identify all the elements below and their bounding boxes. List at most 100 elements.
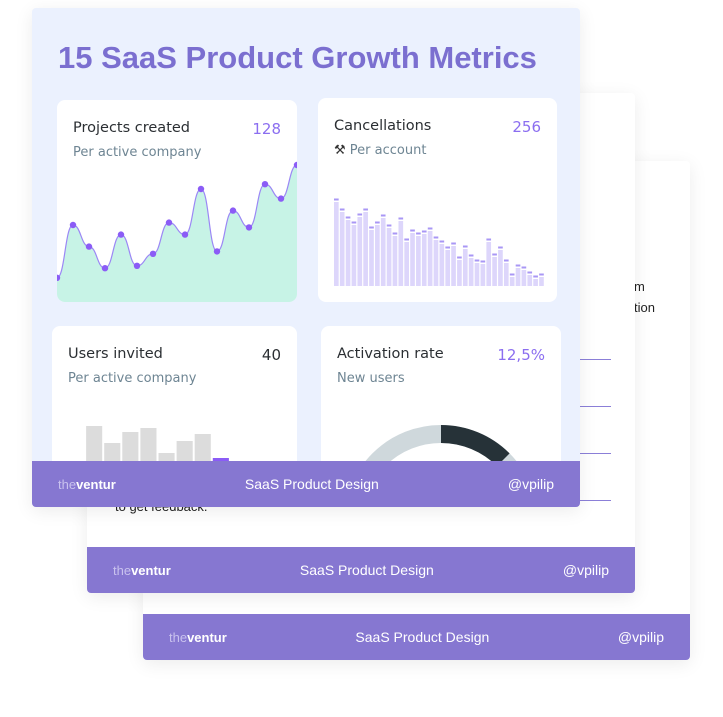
bar — [357, 217, 363, 286]
bar — [457, 260, 462, 286]
divider — [580, 359, 611, 360]
divider — [580, 406, 611, 407]
bar-cap — [416, 232, 421, 235]
footer: theventur SaaS Product Design @vpilip — [143, 614, 690, 660]
data-point — [229, 207, 237, 214]
card-value: 12,5% — [497, 346, 545, 364]
bar-cap — [486, 238, 492, 241]
bar-cap — [369, 226, 374, 229]
bar — [445, 250, 451, 286]
bar-cap — [527, 271, 533, 274]
data-point — [69, 221, 77, 229]
bar — [363, 212, 368, 286]
bar — [339, 212, 345, 286]
bar — [439, 244, 445, 286]
data-point — [133, 262, 141, 269]
logo: theventur — [169, 629, 227, 645]
bar-cap — [421, 230, 427, 233]
card-value: 40 — [261, 346, 281, 364]
footer-title: SaaS Product Design — [299, 562, 434, 578]
bar-cap — [474, 259, 480, 262]
series-line — [57, 164, 297, 279]
bar — [345, 220, 351, 286]
bar — [351, 225, 357, 286]
footer: theventur SaaS Product Design @vpilip — [32, 461, 580, 507]
data-point — [261, 181, 269, 188]
metric-card-cancellations: Cancellations 256 ⚒ Per account — [318, 98, 557, 302]
bar-cap — [433, 236, 439, 239]
page-title: 15 SaaS Product Growth Metrics — [58, 40, 537, 75]
card-title: Activation rate — [337, 346, 444, 362]
bar — [392, 236, 398, 286]
front-sheet: 15 SaaS Product Growth Metrics Projects … — [32, 8, 580, 507]
logo: theventur — [58, 476, 116, 492]
data-point — [149, 250, 157, 257]
bar — [410, 233, 415, 286]
bar-cap — [533, 275, 538, 278]
bar — [533, 279, 538, 286]
bar — [468, 258, 474, 286]
bar-cap — [457, 256, 462, 259]
bar — [398, 221, 404, 286]
metric-card-projects: Projects created 128 Per active company — [57, 100, 297, 302]
bar-cap — [351, 221, 357, 224]
data-point — [165, 219, 173, 226]
data-point — [197, 185, 205, 193]
bar — [527, 275, 533, 286]
card-subtitle: ⚒ Per account — [334, 143, 427, 158]
bar — [416, 236, 421, 286]
area-fill — [57, 165, 297, 302]
bar-cap — [521, 266, 527, 269]
footer: theventur SaaS Product Design @vpilip — [87, 547, 635, 593]
hammer-pick-icon: ⚒ — [334, 143, 346, 158]
bar-cap — [357, 213, 363, 216]
bar-cap — [339, 208, 345, 211]
bar-cap — [515, 264, 521, 267]
divider — [580, 500, 611, 501]
bar — [334, 202, 339, 286]
card-title: Cancellations — [334, 118, 432, 134]
bar-cap — [498, 246, 503, 249]
bar-cap — [468, 254, 474, 257]
bar — [503, 263, 509, 286]
data-point — [57, 274, 61, 281]
bar-cap — [386, 224, 392, 227]
donut-segment — [440, 425, 510, 467]
logo: theventur — [113, 562, 171, 578]
bar-cap — [427, 227, 433, 230]
bar — [492, 257, 497, 286]
text-fragment: tion — [634, 300, 655, 315]
bar — [369, 230, 374, 286]
bar — [404, 242, 409, 286]
bar — [486, 242, 492, 286]
bar-cap — [462, 245, 468, 248]
bar-cap — [439, 240, 445, 243]
bar-cap — [539, 273, 544, 276]
bar — [539, 277, 544, 286]
bar-cap — [334, 198, 339, 201]
bar-cap — [492, 253, 497, 256]
bar-cap — [363, 208, 368, 211]
footer-handle: @vpilip — [562, 562, 609, 578]
data-point — [245, 224, 253, 231]
bar — [375, 225, 380, 286]
data-point — [85, 243, 93, 250]
bar-cap — [375, 221, 380, 224]
footer-handle: @vpilip — [507, 476, 554, 492]
card-subtitle: Per active company — [68, 371, 197, 386]
bar — [427, 231, 433, 286]
bar — [462, 249, 468, 286]
bar — [521, 270, 527, 286]
bar-cap — [398, 217, 404, 220]
card-title: Projects created — [73, 120, 191, 136]
bar — [380, 218, 386, 286]
bar — [386, 228, 392, 286]
donut-chart — [345, 425, 537, 506]
data-point — [101, 265, 109, 272]
bar-cap — [380, 214, 386, 217]
card-subtitle: Per active company — [73, 145, 202, 160]
bar-cap — [404, 238, 409, 241]
bar — [498, 250, 503, 286]
bar — [433, 240, 439, 286]
card-value: 256 — [512, 118, 541, 136]
